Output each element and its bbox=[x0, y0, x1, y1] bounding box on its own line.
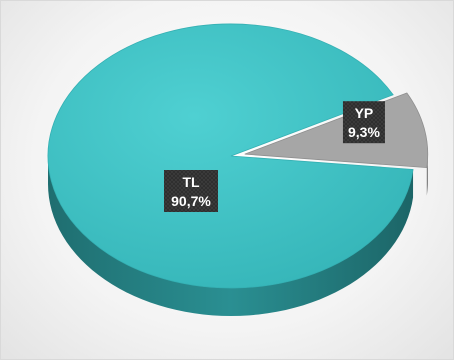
data-label-tl: TL 90,7% bbox=[164, 170, 218, 212]
data-label-yp: YP 9,3% bbox=[342, 101, 385, 144]
data-label-category: YP bbox=[355, 105, 374, 121]
data-label-value: 90,7% bbox=[171, 193, 211, 209]
data-label-box bbox=[342, 101, 385, 144]
data-label-box bbox=[164, 170, 218, 212]
pie-slice-tl bbox=[47, 23, 414, 289]
data-label-category: TL bbox=[182, 174, 200, 190]
pie-data-labels: TL 90,7% YP 9,3% bbox=[164, 101, 385, 212]
data-label-value: 9,3% bbox=[348, 124, 380, 140]
pie-slice-side-tl bbox=[48, 156, 414, 316]
